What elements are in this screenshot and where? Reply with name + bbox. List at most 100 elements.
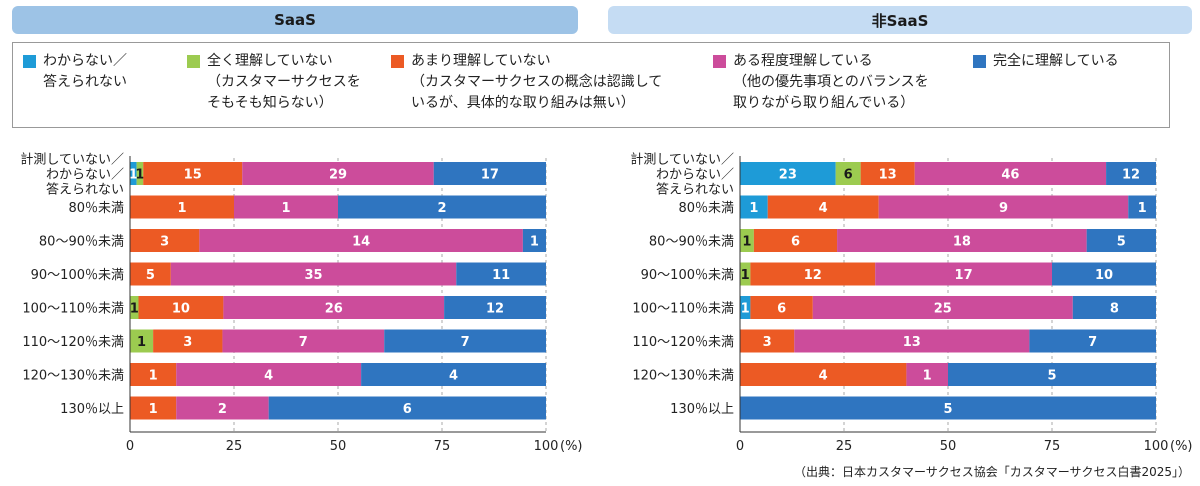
saas-data-label: 2 [218,402,227,417]
nonsaas-category-label: 110〜120％未満 [632,335,734,350]
saas-bar-segment [153,329,223,353]
saas-data-label: 7 [461,335,470,350]
nonsaas-bar-segment [948,363,1156,386]
saas-category-label: 80〜90％未満 [39,235,124,250]
nonsaas-data-label: 12 [804,268,822,283]
legend-swatch-some-understanding [713,55,726,68]
nonsaas-x-tick-label: 75 [1044,439,1061,454]
nonsaas-data-label: 1 [741,302,750,317]
saas-bar-segment [130,229,200,252]
source-note: （出典：日本カスタマーサクセス協会「カスタマーサクセス白書2025」） [793,465,1190,479]
nonsaas-data-label: 7 [1088,335,1097,350]
saas-bar-segment [456,262,546,286]
nonsaas-x-tick-label: 100 [1144,439,1169,454]
nonsaas-bar-segment [767,195,879,219]
saas-category-label: 120〜130％未満 [22,369,124,384]
saas-x-axis-unit: (%) [560,439,583,454]
nonsaas-category-label: 計測していない／わからない／答えられない [630,152,734,198]
nonsaas-data-label: 13 [879,168,897,183]
nonsaas-category-label: 130％以上 [670,402,734,417]
nonsaas-data-label: 5 [1047,369,1056,384]
saas-bar-segment [130,162,137,185]
saas-bar-segment [136,162,144,185]
saas-data-label: 1 [149,369,158,384]
nonsaas-data-label: 4 [819,201,828,216]
saas-category-label: 90〜100％未満 [31,268,124,283]
nonsaas-data-label: 1 [749,201,758,216]
nonsaas-bar-segment [860,162,915,185]
saas-data-label: 1 [281,201,290,216]
nonsaas-bar-segment [1052,262,1156,286]
nonsaas-x-tick-label: 25 [836,439,853,454]
nonsaas-bar-segment [1086,229,1156,252]
saas-bar-segment [433,162,546,185]
saas-bar-segment [444,296,546,319]
nonsaas-bar-segment [740,162,836,185]
legend-label-unknown: わからない／ 答えられない [43,53,127,90]
legend-swatch-no-understanding [187,55,200,68]
nonsaas-data-label: 5 [1117,235,1126,250]
nonsaas-data-label: 17 [955,268,973,283]
nonsaas-bar-segment [1072,296,1156,319]
saas-category-label: 100〜110％未満 [22,302,124,317]
saas-bar-segment [143,162,243,185]
legend-label-little-understanding: あまり理解していない （カスタマーサクセスの概念は認識して いるが、具体的な取り… [411,53,663,111]
saas-data-label: 2 [437,201,446,216]
nonsaas-data-label: 13 [903,335,921,350]
nonsaas-data-label: 23 [779,168,797,183]
nonsaas-bar-segment [750,296,813,319]
saas-category-label: 計測していない／わからない／答えられない [20,152,124,198]
nonsaas-bar-segment [1029,329,1156,353]
nonsaas-bar-segment [740,296,751,319]
saas-bar-segment [130,195,234,219]
legend-swatch-little-understanding [391,55,404,68]
saas-bar-segment [242,162,434,185]
saas-data-label: 1 [177,201,186,216]
saas-data-label: 1 [129,168,138,183]
saas-data-label: 3 [183,335,192,350]
saas-data-label: 6 [403,402,412,417]
saas-data-label: 1 [135,168,144,183]
nonsaas-bar-segment [1106,162,1156,185]
saas-bar-segment [130,363,177,386]
saas-panel-title: SaaS [12,6,578,34]
nonsaas-bar-segment [914,162,1107,185]
nonsaas-data-label: 6 [791,235,800,250]
nonsaas-bar-segment [835,162,861,185]
nonsaas-x-tick-label: 0 [736,439,744,454]
nonsaas-data-label: 12 [1122,168,1140,183]
nonsaas-data-label: 46 [1001,168,1019,183]
nonsaas-bar-segment [740,195,768,219]
nonsaas-x-axis-unit: (%) [1170,439,1193,454]
nonsaas-data-label: 8 [1110,302,1119,317]
saas-data-label: 7 [299,335,308,350]
nonsaas-data-label: 1 [1138,201,1147,216]
nonsaas-category-label: 120〜130％未満 [632,369,734,384]
saas-x-tick-label: 25 [226,439,243,454]
nonsaas-bar-segment [740,329,795,353]
saas-bar-segment [268,396,546,420]
saas-bar-segment [223,296,445,319]
saas-data-label: 4 [449,369,458,384]
nonsaas-data-label: 10 [1095,268,1113,283]
legend-swatch-unknown [23,55,36,68]
nonsaas-bar-segment [750,262,876,286]
nonsaas-bar-segment [740,363,907,386]
saas-chart: 0 25 50 75 100 (%)11 15 29 17計測していない／わからない／答えられな… [20,152,582,455]
nonsaas-bar-segment [740,229,754,252]
saas-data-label: 14 [352,235,370,250]
saas-data-label: 26 [325,302,343,317]
saas-data-label: 3 [160,235,169,250]
legend-label-full-understanding: 完全に理解している [993,53,1119,69]
nonsaas-data-label: 6 [777,302,786,317]
nonsaas-bar-segment [837,229,1087,252]
nonsaas-data-label: 9 [999,201,1008,216]
saas-data-label: 4 [264,369,273,384]
saas-bar-segment [234,195,338,219]
saas-data-label: 1 [137,335,146,350]
saas-x-tick-label: 100 [534,439,559,454]
nonsaas-bar-segment [794,329,1030,353]
nonsaas-category-label: 100〜110％未満 [632,302,734,317]
